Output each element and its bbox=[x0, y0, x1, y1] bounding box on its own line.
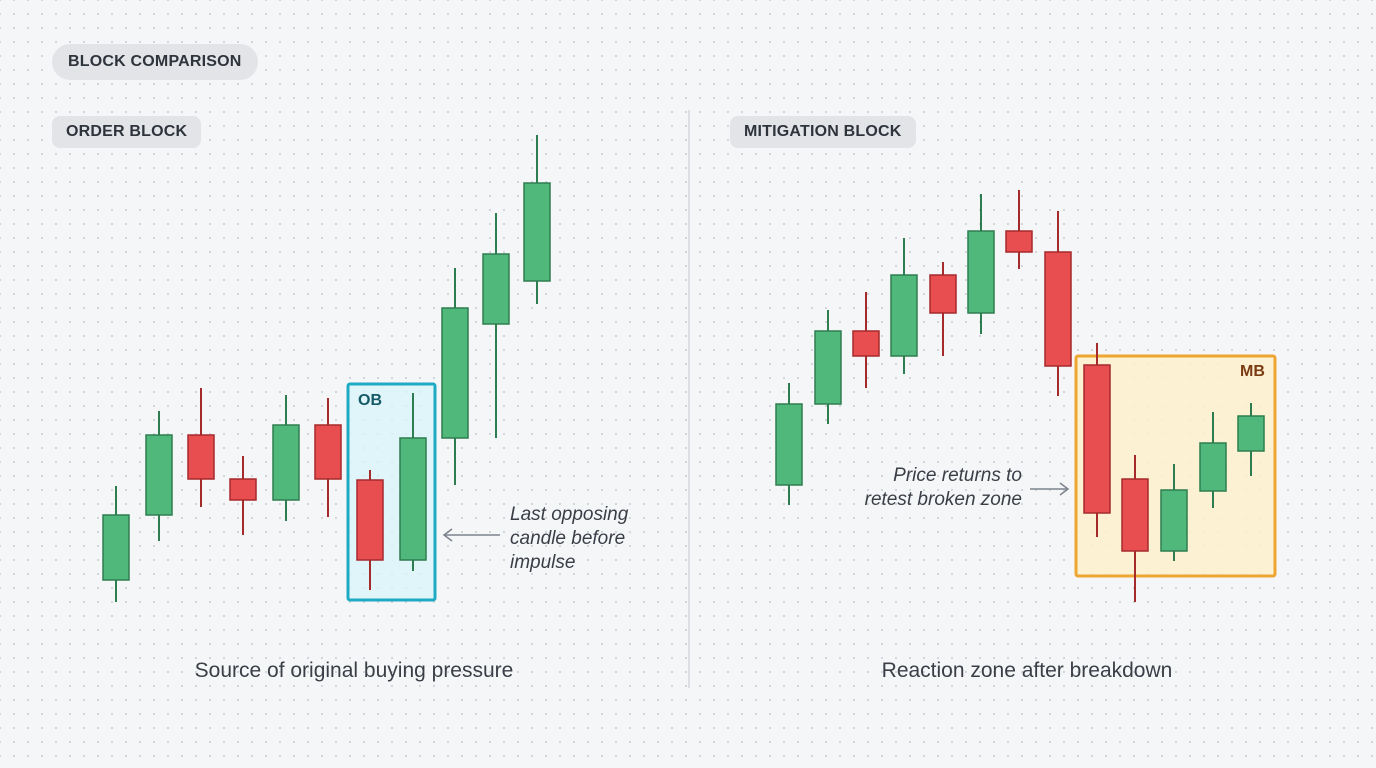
candle-bear bbox=[314, 398, 342, 517]
candle-bear bbox=[1005, 190, 1033, 269]
block-comparison-title: BLOCK COMPARISON bbox=[52, 44, 258, 80]
mb-annotation: Price returns to retest broken zone bbox=[865, 464, 1022, 512]
mb-annotation-line: retest broken zone bbox=[864, 489, 1022, 510]
candle-bear bbox=[229, 456, 257, 535]
candle-bear bbox=[356, 470, 384, 590]
ob-annotation: Last opposing candle before impulse bbox=[510, 503, 628, 575]
candle-bear bbox=[1044, 211, 1072, 396]
candle-bull bbox=[890, 238, 918, 374]
ob-annotation-line: Last opposing bbox=[510, 504, 629, 525]
candle-bull bbox=[1237, 403, 1265, 476]
ob-annotation-line: candle before bbox=[510, 528, 626, 549]
candle-bull bbox=[441, 268, 469, 485]
candle-bull bbox=[967, 194, 995, 334]
candle-bear bbox=[187, 388, 215, 507]
candle-bear bbox=[1121, 455, 1149, 602]
candle-bull bbox=[399, 393, 427, 571]
candle-bull bbox=[775, 383, 803, 505]
arrow-right-icon bbox=[1030, 482, 1070, 496]
order-block-caption: Source of original buying pressure bbox=[194, 659, 514, 682]
candle-bull bbox=[1199, 412, 1227, 508]
candle-bear bbox=[929, 262, 957, 356]
candle-bear bbox=[852, 292, 880, 388]
candle-bull bbox=[102, 486, 130, 602]
candle-bull bbox=[145, 411, 173, 541]
ob-zone-label: OB bbox=[358, 392, 382, 409]
candle-bull bbox=[523, 135, 551, 304]
candle-bear bbox=[1083, 343, 1111, 537]
candle-bull bbox=[1160, 464, 1188, 561]
mitigation-block-caption: Reaction zone after breakdown bbox=[881, 659, 1173, 682]
candle-bull bbox=[272, 395, 300, 521]
mb-annotation-line: Price returns to bbox=[893, 465, 1022, 486]
panel-divider bbox=[688, 110, 690, 688]
arrow-left-icon bbox=[442, 528, 500, 542]
ob-annotation-line: impulse bbox=[510, 552, 576, 573]
candle-bull bbox=[482, 213, 510, 438]
mitigation-block-label: MITIGATION BLOCK bbox=[730, 116, 916, 148]
mb-zone-label: MB bbox=[1240, 363, 1265, 380]
order-block-label: ORDER BLOCK bbox=[52, 116, 202, 148]
candle-bull bbox=[814, 310, 842, 424]
